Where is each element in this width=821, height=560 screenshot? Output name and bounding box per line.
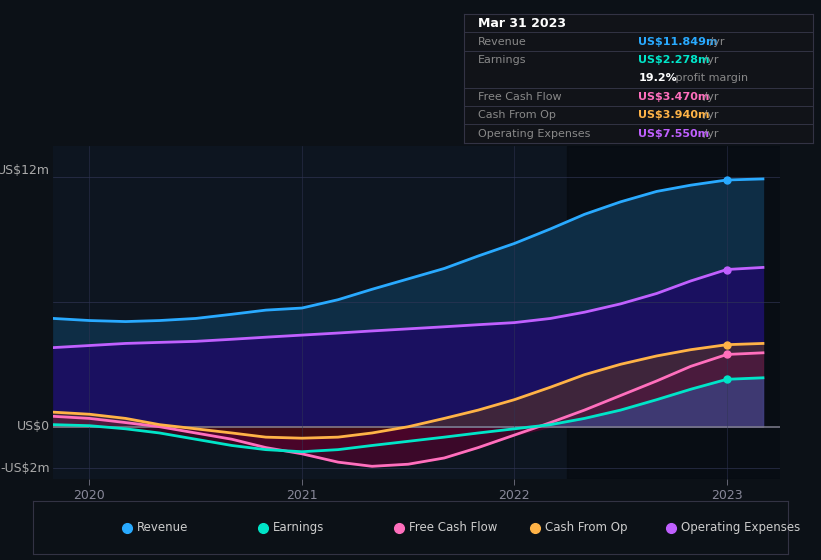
- Text: Revenue: Revenue: [137, 521, 189, 534]
- Text: US$3.470m: US$3.470m: [639, 92, 709, 102]
- Text: Revenue: Revenue: [478, 36, 526, 46]
- Text: US$0: US$0: [16, 420, 50, 433]
- Text: Cash From Op: Cash From Op: [478, 110, 556, 120]
- Text: Earnings: Earnings: [273, 521, 324, 534]
- Text: /yr: /yr: [699, 55, 718, 65]
- Bar: [567, 146, 801, 479]
- Text: Earnings: Earnings: [478, 55, 526, 65]
- Text: /yr: /yr: [699, 110, 718, 120]
- Text: US$12m: US$12m: [0, 164, 50, 177]
- Text: -US$2m: -US$2m: [0, 462, 50, 475]
- Text: Free Cash Flow: Free Cash Flow: [478, 92, 562, 102]
- Text: US$3.940m: US$3.940m: [639, 110, 710, 120]
- Text: /yr: /yr: [699, 129, 718, 139]
- Text: /yr: /yr: [706, 36, 725, 46]
- Text: /yr: /yr: [699, 92, 718, 102]
- Text: US$7.550m: US$7.550m: [639, 129, 709, 139]
- Text: Operating Expenses: Operating Expenses: [681, 521, 800, 534]
- Text: Mar 31 2023: Mar 31 2023: [478, 17, 566, 30]
- Text: US$11.849m: US$11.849m: [639, 36, 718, 46]
- Text: 19.2%: 19.2%: [639, 73, 677, 83]
- Text: US$2.278m: US$2.278m: [639, 55, 710, 65]
- Text: Operating Expenses: Operating Expenses: [478, 129, 590, 139]
- Text: Free Cash Flow: Free Cash Flow: [409, 521, 498, 534]
- Text: Cash From Op: Cash From Op: [545, 521, 627, 534]
- Text: profit margin: profit margin: [672, 73, 749, 83]
